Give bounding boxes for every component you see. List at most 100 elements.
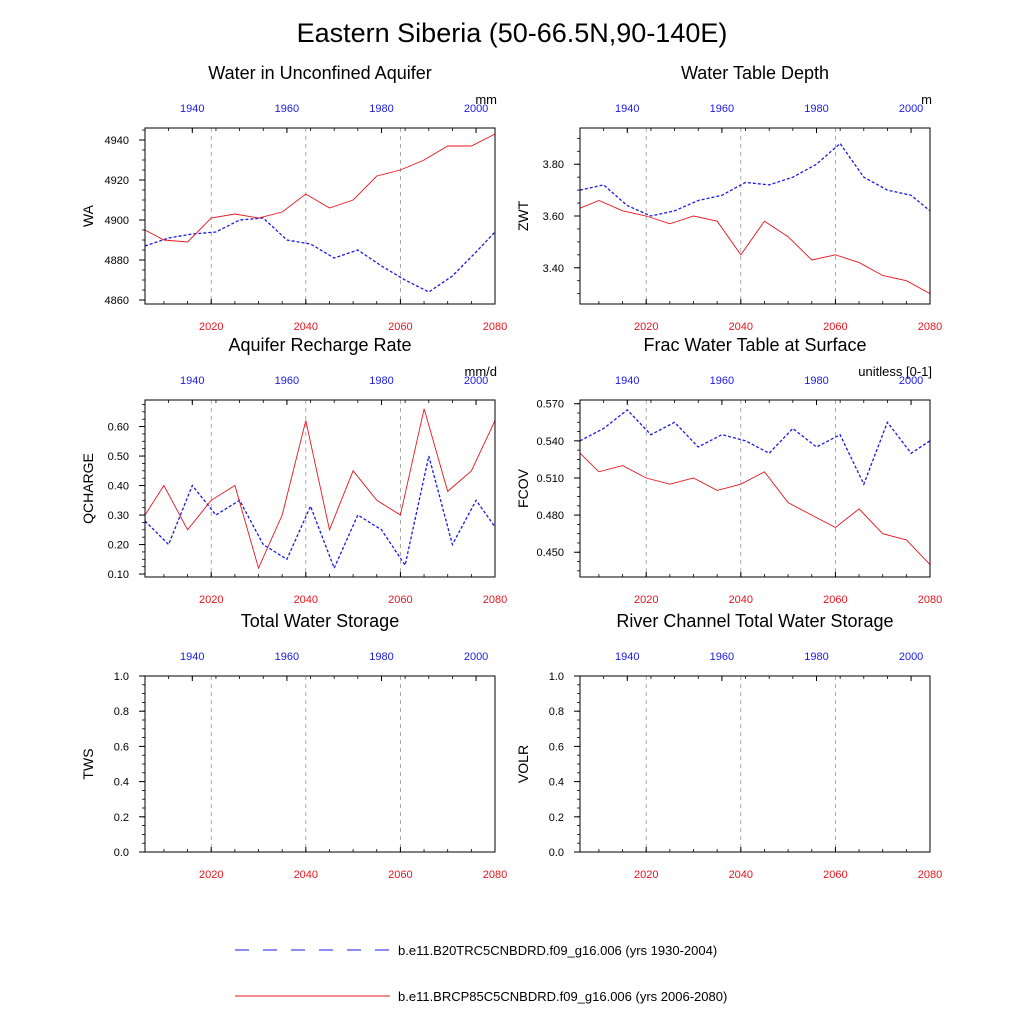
series-line-historical <box>144 455 496 570</box>
x-tick-label: 2020 <box>634 594 658 606</box>
top-tick-label: 1940 <box>615 651 639 663</box>
x-tick-label: 2040 <box>294 869 318 881</box>
x-tick-label: 2020 <box>634 321 658 333</box>
top-tick-label: 1940 <box>180 651 204 663</box>
top-tick-label: 2000 <box>899 375 923 387</box>
x-tick-label: 2060 <box>388 594 412 606</box>
y-tick-label: 3.60 <box>543 211 564 223</box>
series-line-future <box>579 200 931 294</box>
y-axis-label: ZWT <box>515 200 531 231</box>
y-tick-label: 0.4 <box>549 777 564 789</box>
x-tick-label: 2080 <box>918 869 942 881</box>
x-tick-label: 2080 <box>483 594 507 606</box>
figure-title: Eastern Siberia (50-66.5N,90-140E) <box>297 18 728 48</box>
top-tick-label: 1960 <box>275 651 299 663</box>
series-line-future <box>144 133 496 243</box>
panel-wa: Water in Unconfined Aquifer mm WA 2020 2040 2… <box>80 63 507 333</box>
y-tick-label: 4940 <box>105 135 129 147</box>
y-tick-label: 1.0 <box>549 671 564 683</box>
y-tick-label: 0.540 <box>536 436 564 448</box>
y-tick-label: 0.8 <box>114 706 129 718</box>
panel-title: River Channel Total Water Storage <box>616 611 893 631</box>
x-tick-label: 2060 <box>823 869 847 881</box>
top-tick-label: 1940 <box>180 103 204 115</box>
y-axis-label: FCOV <box>515 468 531 508</box>
y-tick-label: 0.2 <box>114 812 129 824</box>
y-axis-label: TWS <box>80 748 96 779</box>
units-label: unitless [0-1] <box>858 364 932 379</box>
plot-frame <box>144 675 496 853</box>
plot-frame <box>579 127 931 305</box>
x-tick-label: 2060 <box>823 321 847 333</box>
y-tick-label: 0.0 <box>549 847 564 859</box>
legend-label-historical: b.e11.B20TRC5CNBDRD.f09_g16.006 (yrs 193… <box>398 943 717 958</box>
units-label: mm <box>475 92 497 107</box>
top-tick-label: 2000 <box>899 103 923 115</box>
plot-frame <box>579 399 931 578</box>
panel-zwt: Water Table Depth m ZWT 2020 2040 2060 2080 194… <box>515 63 942 333</box>
y-tick-label: 0.480 <box>536 510 564 522</box>
panel-volr: River Channel Total Water Storage VOLR 202… <box>515 611 942 881</box>
y-tick-label: 0.30 <box>108 510 129 522</box>
series-line-future <box>579 452 931 565</box>
x-tick-label: 2040 <box>294 321 318 333</box>
x-tick-label: 2080 <box>483 869 507 881</box>
y-tick-label: 4880 <box>105 255 129 267</box>
top-tick-label: 2000 <box>899 651 923 663</box>
series-line-historical <box>579 409 931 486</box>
x-tick-label: 2020 <box>199 869 223 881</box>
y-tick-label: 0.570 <box>536 399 564 411</box>
top-tick-label: 1980 <box>369 375 393 387</box>
top-tick-label: 1960 <box>710 103 734 115</box>
y-tick-label: 0.6 <box>114 741 129 753</box>
y-tick-label: 0.510 <box>536 473 564 485</box>
legend-label-future: b.e11.BRCP85C5CNBDRD.f09_g16.006 (yrs 20… <box>398 989 727 1004</box>
top-tick-label: 1940 <box>615 103 639 115</box>
top-tick-label: 1980 <box>804 651 828 663</box>
panel-title: Water in Unconfined Aquifer <box>208 63 431 83</box>
series-line-historical <box>579 142 931 217</box>
units-label: mm/d <box>465 364 498 379</box>
panel-title: Water Table Depth <box>681 63 829 83</box>
x-tick-label: 2080 <box>483 321 507 333</box>
y-tick-label: 0.6 <box>549 741 564 753</box>
y-tick-label: 0.40 <box>108 481 129 493</box>
top-tick-label: 1980 <box>804 375 828 387</box>
x-tick-label: 2040 <box>729 869 753 881</box>
top-tick-label: 1980 <box>369 651 393 663</box>
x-tick-label: 2040 <box>729 594 753 606</box>
panel-qcharge: Aquifer Recharge Rate mm/d QCHARGE 2020 2040… <box>80 335 507 606</box>
top-tick-label: 1960 <box>710 375 734 387</box>
panel-title: Frac Water Table at Surface <box>643 335 866 355</box>
top-tick-label: 2000 <box>464 651 488 663</box>
y-tick-label: 4860 <box>105 295 129 307</box>
y-axis-label: VOLR <box>515 745 531 783</box>
x-tick-label: 2040 <box>729 321 753 333</box>
legend: b.e11.B20TRC5CNBDRD.f09_g16.006 (yrs 193… <box>235 943 727 1004</box>
y-axis-label: QCHARGE <box>80 453 96 524</box>
y-tick-label: 0.20 <box>108 540 129 552</box>
y-tick-label: 3.40 <box>543 263 564 275</box>
top-tick-label: 1960 <box>275 375 299 387</box>
x-tick-label: 2020 <box>199 321 223 333</box>
top-tick-label: 1980 <box>369 103 393 115</box>
x-tick-label: 2080 <box>918 321 942 333</box>
panel-fcov: Frac Water Table at Surface unitless [0-1… <box>515 335 942 606</box>
series-line-historical <box>144 217 496 293</box>
y-tick-label: 0.450 <box>536 547 564 559</box>
units-label: m <box>921 92 932 107</box>
y-tick-label: 4900 <box>105 215 129 227</box>
y-tick-label: 0.60 <box>108 422 129 434</box>
y-axis-label: WA <box>80 204 96 227</box>
y-tick-label: 0.50 <box>108 451 129 463</box>
plot-frame <box>144 399 496 578</box>
x-tick-label: 2060 <box>388 321 412 333</box>
x-tick-label: 2060 <box>388 869 412 881</box>
top-tick-label: 2000 <box>464 103 488 115</box>
top-tick-label: 2000 <box>464 375 488 387</box>
x-tick-label: 2020 <box>199 594 223 606</box>
panel-title: Total Water Storage <box>241 611 399 631</box>
top-tick-label: 1960 <box>710 651 734 663</box>
panels-group: Water in Unconfined Aquifer mm WA 2020 2040 2… <box>80 63 942 881</box>
